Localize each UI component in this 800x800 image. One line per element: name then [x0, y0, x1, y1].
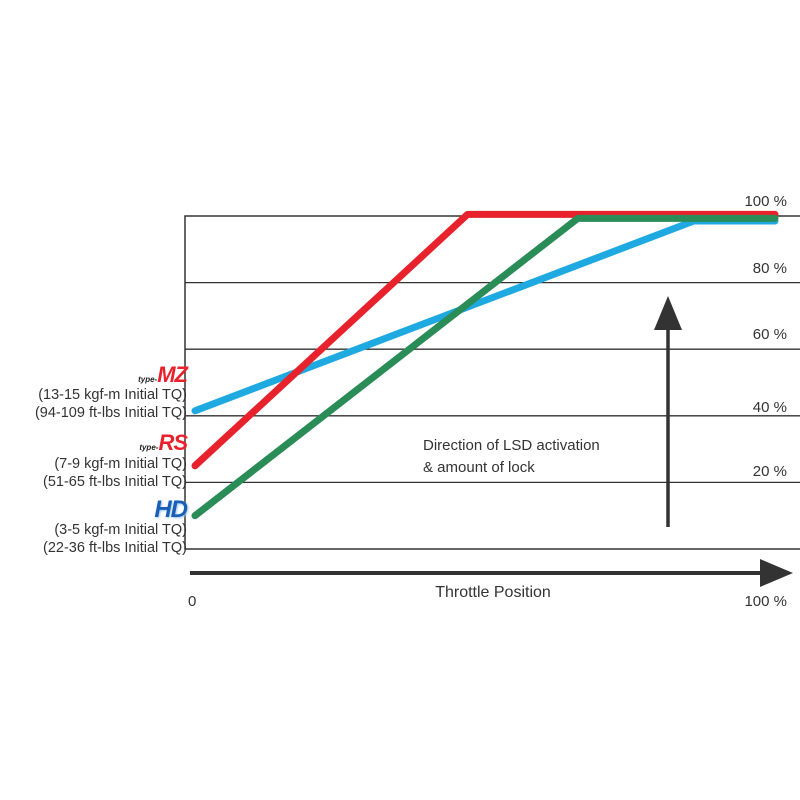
mz-ftlbs: (94-109 ft-lbs Initial TQ): [34, 405, 187, 421]
logo-name: HD: [154, 496, 188, 523]
logo-prefix: type-: [138, 375, 158, 384]
y-tick-label: 60 %: [753, 326, 787, 343]
logo-name: RS: [158, 430, 188, 455]
mz-kgf: (13-15 kgf-m Initial TQ): [38, 387, 187, 403]
x-axis-label: Throttle Position: [435, 584, 551, 601]
y-tick-label: 80 %: [753, 260, 787, 277]
x-tick-label: 100 %: [744, 593, 787, 610]
y-tick-label: 20 %: [753, 463, 787, 480]
rs-ftlbs: (51-65 ft-lbs Initial TQ): [43, 474, 187, 490]
series-line-type-rs: [191, 210, 779, 470]
annotation-line2: & amount of lock: [423, 459, 535, 476]
series-line-hd: [191, 214, 779, 520]
y-tick-label: 40 %: [753, 399, 787, 416]
x-tick-label: 0: [188, 593, 196, 610]
x-axis-arrow-head: [760, 559, 793, 587]
type-mz-logo: type-MZ: [138, 362, 188, 388]
y-tick-label: 100 %: [744, 193, 787, 210]
lsd-direction-arrow-head: [654, 296, 682, 330]
hd-kgf: (3-5 kgf-m Initial TQ): [54, 522, 187, 538]
rs-kgf: (7-9 kgf-m Initial TQ): [54, 456, 187, 472]
hd-logo: HD: [154, 496, 188, 524]
logo-prefix: type-: [139, 443, 159, 452]
hd-ftlbs: (22-36 ft-lbs Initial TQ): [43, 540, 187, 556]
annotation-line1: Direction of LSD activation: [423, 437, 600, 454]
logo-name: MZ: [157, 362, 188, 387]
type-rs-logo: type-RS: [139, 430, 188, 456]
